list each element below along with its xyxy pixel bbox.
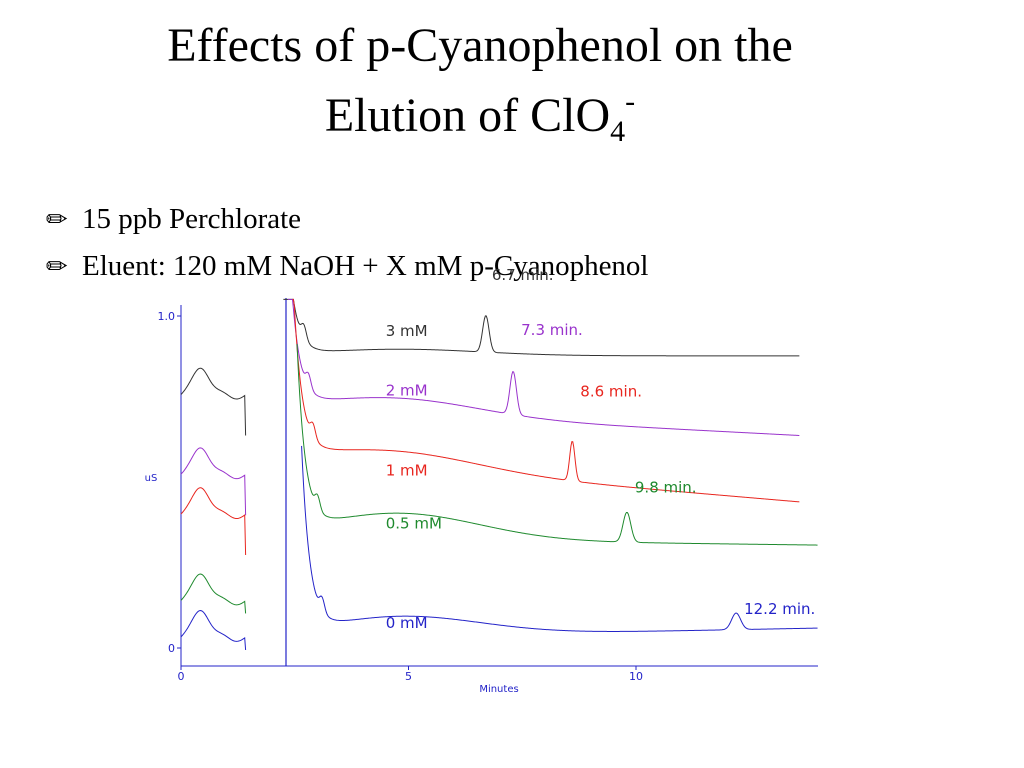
x-tick-label: 10 — [629, 670, 643, 683]
trace-line — [287, 298, 800, 436]
pencil-icon: ✏ — [46, 205, 68, 235]
series-label: 0 mM — [386, 614, 428, 632]
trace-early-segment — [180, 447, 247, 516]
trace-early-segment — [180, 610, 247, 651]
trace-early-segment — [180, 367, 247, 436]
bullet-item: ✏ Eluent: 120 mM NaOH + X mM p-Cyanopheno… — [46, 243, 649, 290]
peak-time-label: 12.2 min. — [744, 600, 815, 618]
title-subscript: 4 — [610, 115, 626, 148]
pencil-icon: ✏ — [46, 252, 68, 282]
traces: 3 mM6.7 min.2 mM7.3 min.1 mM8.6 min.0.5 … — [180, 266, 818, 651]
y-ticks: 01.0 — [158, 310, 181, 655]
x-tick-label: 5 — [405, 670, 412, 683]
bullet-text: 15 ppb Perchlorate — [82, 203, 302, 235]
x-axis-label: Minutes — [479, 684, 518, 695]
y-tick-label: 0 — [168, 642, 175, 655]
peak-time-label: 8.6 min. — [580, 382, 642, 400]
title-superscript: - — [625, 85, 636, 118]
bullet-list: ✏ 15 ppb Perchlorate ✏ Eluent: 120 mM NaOH… — [46, 196, 649, 290]
trace-line — [283, 298, 800, 357]
trace-early-segment — [180, 487, 247, 556]
series-trace: 2 mM 7.3 min. — [180, 298, 800, 516]
series-label: 1 mM — [386, 461, 428, 479]
bullet-item: ✏ 15 ppb Perchlorate — [46, 196, 649, 243]
bullet-text: Eluent: 120 mM NaOH + X mM p-Cyanophenol — [82, 250, 649, 282]
series-label: 0.5 mM — [386, 514, 442, 532]
series-trace: 1 mM 8.6 min. — [180, 298, 800, 556]
x-ticks: 0 5 10 — [178, 666, 643, 683]
trace-line — [301, 445, 818, 632]
peak-time-label: 9.8 min. — [635, 479, 697, 497]
series-trace: 0.5 mM 9.8 min. — [180, 344, 818, 614]
trace-line — [292, 298, 800, 503]
x-tick-label: 0 — [178, 670, 185, 683]
peak-time-label: 6.7 min. — [492, 266, 554, 284]
trace-early-segment — [180, 573, 247, 614]
y-axis-label: uS — [145, 473, 158, 484]
trace-line — [296, 344, 818, 546]
title-line-1: Effects of p-Cyanophenol on the — [167, 19, 793, 72]
series-label: 3 mM — [386, 322, 428, 340]
series-trace: 3 mM 6.7 min. — [180, 266, 800, 436]
peak-time-label: 7.3 min. — [521, 321, 583, 339]
series-label: 2 mM — [386, 382, 428, 400]
title-line-2: Elution of ClO — [324, 89, 611, 142]
slide-title: Effects of p-Cyanophenol on the Elution … — [0, 18, 960, 160]
y-tick-label: 1.0 — [158, 310, 176, 323]
series-trace: 0 mM 12.2 min. — [180, 445, 818, 651]
